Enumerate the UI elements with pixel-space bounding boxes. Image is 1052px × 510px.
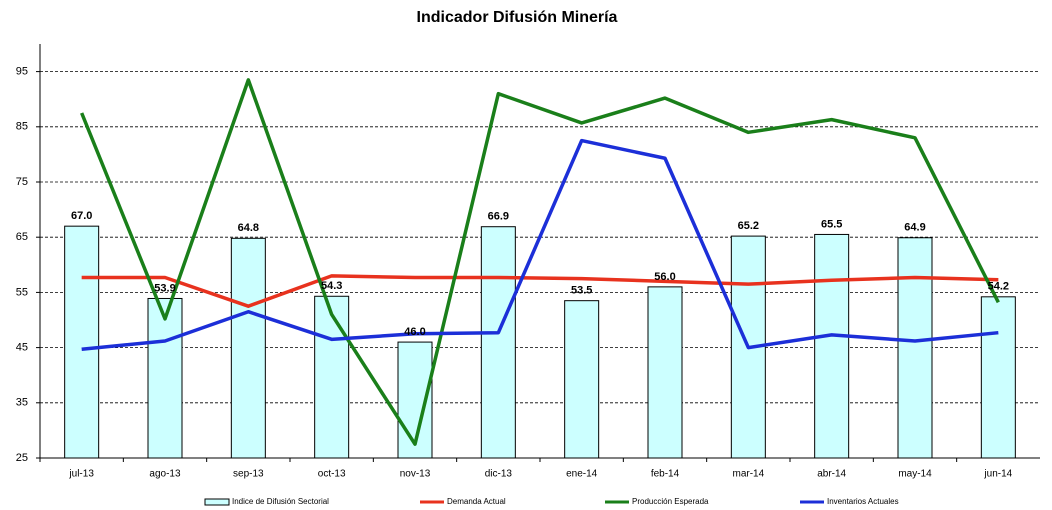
- x-tick-label: mar-14: [732, 469, 764, 480]
- x-tick-label: abr-14: [817, 469, 846, 480]
- data-label: 53.5: [571, 285, 592, 297]
- data-label: 64.8: [238, 222, 259, 234]
- x-tick-label: ene-14: [566, 469, 598, 480]
- x-tick-label: sep-13: [233, 469, 264, 480]
- legend-label: Inventarios Actuales: [827, 497, 899, 506]
- y-tick-label: 55: [16, 286, 28, 298]
- y-tick-label: 45: [16, 342, 28, 354]
- data-label: 54.3: [321, 280, 342, 292]
- y-tick-label: 65: [16, 231, 28, 243]
- legend-label: Producción Esperada: [632, 497, 709, 506]
- x-tick-label: may-14: [898, 469, 932, 480]
- chart-title: Indicador Difusión Minería: [417, 9, 618, 26]
- x-tick-label: nov-13: [400, 469, 431, 480]
- data-label: 66.9: [488, 211, 509, 223]
- legend-swatch: [204, 498, 230, 506]
- bar: [980, 296, 1016, 459]
- bar: [897, 237, 933, 459]
- bar: [64, 225, 100, 459]
- data-label: 56.0: [654, 271, 675, 283]
- data-label: 65.2: [738, 220, 759, 232]
- data-label: 46.0: [404, 326, 425, 338]
- bar: [230, 237, 266, 459]
- y-tick-label: 35: [16, 397, 28, 409]
- y-tick-label: 75: [16, 176, 28, 188]
- y-tick-label: 85: [16, 121, 28, 133]
- x-tick-label: dic-13: [485, 469, 513, 480]
- legend-label: Demanda Actual: [447, 497, 506, 506]
- bar: [147, 297, 183, 459]
- x-tick-label: jul-13: [68, 469, 94, 480]
- bar: [480, 226, 516, 459]
- data-label: 53.9: [154, 282, 175, 294]
- x-tick-label: feb-14: [651, 469, 680, 480]
- data-label: 65.5: [821, 218, 842, 230]
- bar: [814, 233, 850, 459]
- line: [81, 274, 999, 308]
- bar: [564, 300, 600, 459]
- y-tick-label: 95: [16, 66, 28, 78]
- bar: [314, 295, 350, 459]
- bar: [647, 286, 683, 459]
- line: [80, 78, 1000, 446]
- legend-label: Indice de Difusión Sectorial: [232, 497, 329, 506]
- y-tick-label: 25: [16, 452, 28, 464]
- line: [81, 138, 999, 351]
- data-label: 64.9: [904, 222, 925, 234]
- x-tick-label: oct-13: [318, 469, 346, 480]
- x-tick-label: jun-14: [983, 469, 1012, 480]
- data-label: 54.2: [988, 281, 1009, 293]
- data-label: 67.0: [71, 210, 92, 222]
- x-tick-label: ago-13: [149, 469, 181, 480]
